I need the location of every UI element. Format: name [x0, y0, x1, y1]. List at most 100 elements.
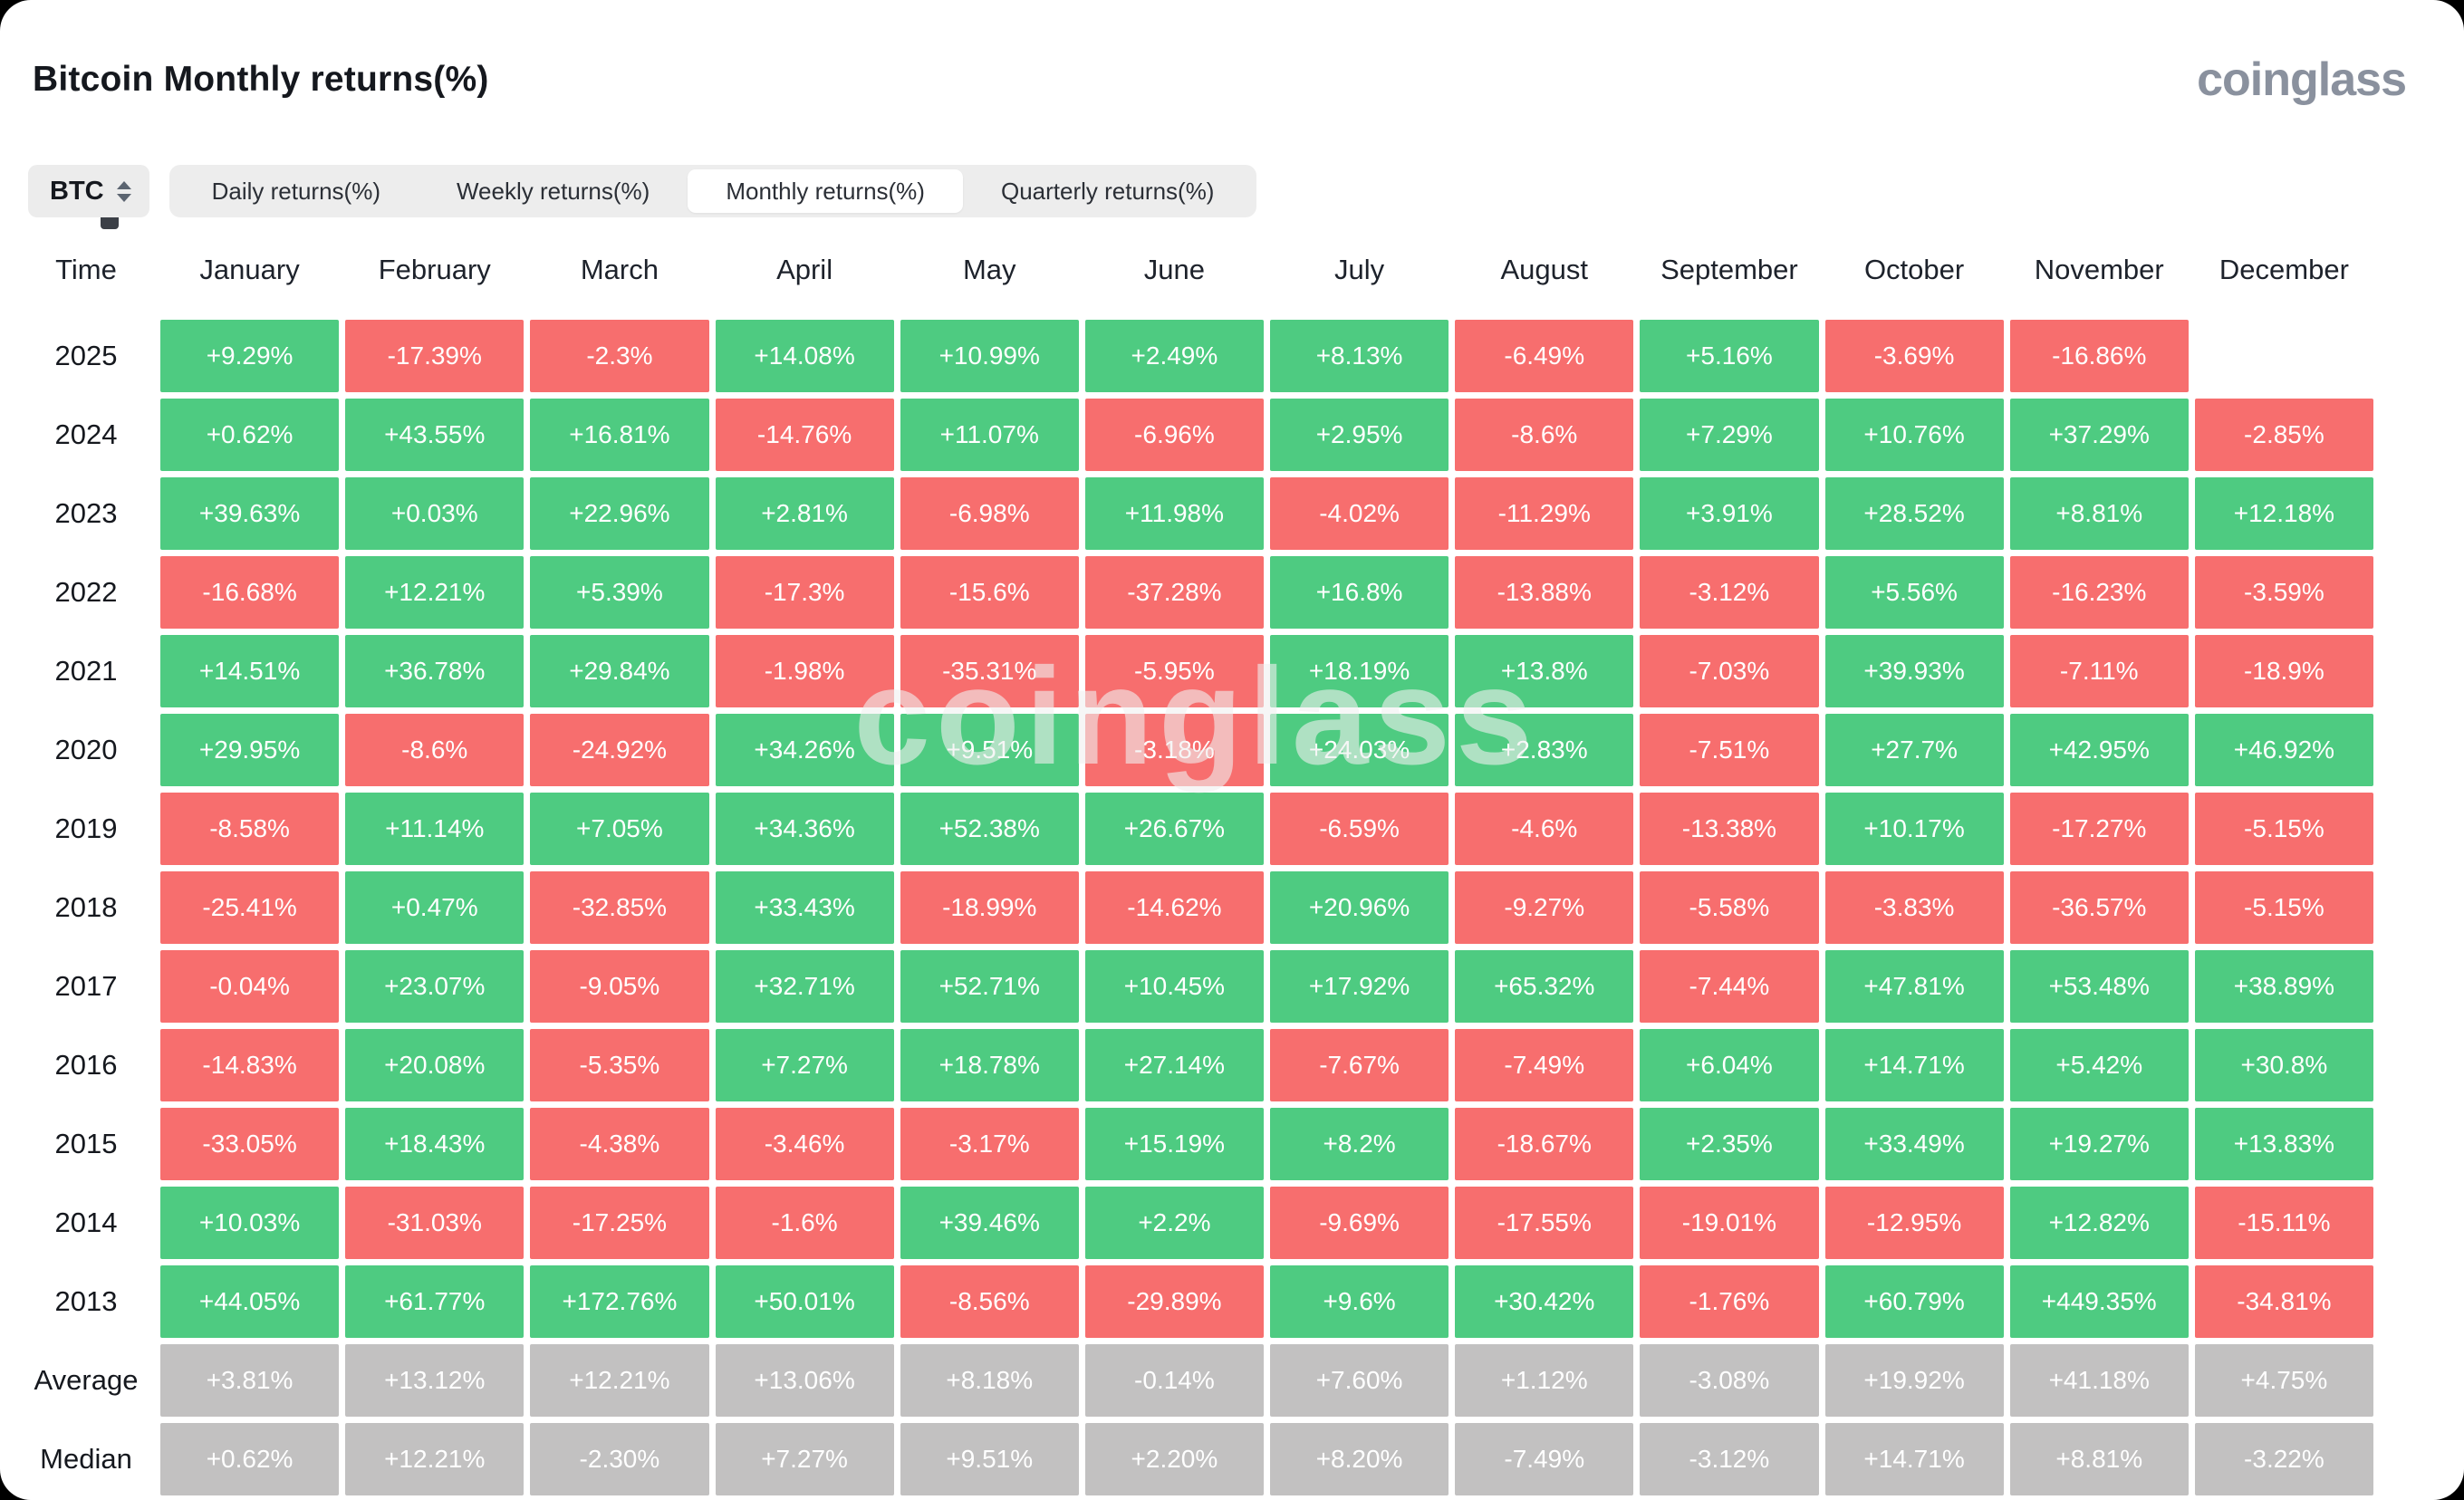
- heatmap-cell: +13.83%: [2194, 1108, 2373, 1180]
- heatmap-cell: +22.96%: [530, 477, 709, 550]
- heatmap-cell: +14.08%: [715, 320, 894, 392]
- heatmap-cell: -0.04%: [160, 950, 340, 1023]
- column-header-august: August: [1500, 254, 1588, 285]
- heatmap-cell: -13.88%: [1455, 556, 1634, 629]
- heatmap-cell: +7.29%: [1640, 399, 1819, 471]
- tab-daily[interactable]: Daily returns(%): [174, 169, 419, 213]
- heatmap-cell: +65.32%: [1455, 950, 1634, 1023]
- heatmap-cell: -29.89%: [1084, 1265, 1264, 1338]
- heatmap-cell: +42.95%: [2009, 714, 2189, 786]
- heatmap-cell: +30.8%: [2194, 1029, 2373, 1101]
- tab-monthly[interactable]: Monthly returns(%): [688, 169, 963, 213]
- heatmap-cell: +18.19%: [1270, 635, 1449, 707]
- heatmap-cell: +9.51%: [900, 1423, 1079, 1495]
- heatmap-cell: +2.83%: [1455, 714, 1634, 786]
- heatmap-cell: -35.31%: [900, 635, 1079, 707]
- row-label-2019: 2019: [54, 812, 118, 844]
- symbol-select-value: BTC: [50, 176, 104, 206]
- heatmap-cell: -7.49%: [1455, 1029, 1634, 1101]
- heatmap-cell: +15.19%: [1084, 1108, 1264, 1180]
- heatmap-cell: +27.7%: [1824, 714, 2004, 786]
- heatmap-cell: +10.17%: [1824, 793, 2004, 865]
- heatmap-cell: +5.42%: [2009, 1029, 2189, 1101]
- heatmap-cell: -9.69%: [1270, 1187, 1449, 1259]
- heatmap-cell: +2.95%: [1270, 399, 1449, 471]
- heatmap-cell: -15.6%: [900, 556, 1079, 629]
- heatmap-cell: -6.96%: [1084, 399, 1264, 471]
- heatmap-cell: -6.98%: [900, 477, 1079, 550]
- column-header-october: October: [1863, 254, 1965, 285]
- heatmap-cell: +9.51%: [900, 714, 1079, 786]
- heatmap-cell: +0.47%: [345, 871, 525, 944]
- heatmap-cell: -9.27%: [1455, 871, 1634, 944]
- heatmap-cell: +0.62%: [160, 399, 340, 471]
- heatmap-cell: +2.2%: [1084, 1187, 1264, 1259]
- heatmap-cell: -31.03%: [345, 1187, 525, 1259]
- heatmap-cell: +10.99%: [900, 320, 1079, 392]
- heatmap-cell: -3.22%: [2194, 1423, 2373, 1495]
- heatmap-cell: -17.55%: [1455, 1187, 1634, 1259]
- row-label-average: Average: [34, 1364, 139, 1396]
- heatmap-cell: +2.49%: [1084, 320, 1264, 392]
- heatmap-cell: -0.14%: [1084, 1344, 1264, 1417]
- heatmap-cell: +8.81%: [2009, 1423, 2189, 1495]
- heatmap-cell: -6.49%: [1455, 320, 1634, 392]
- heatmap-cell: +3.81%: [160, 1344, 340, 1417]
- heatmap-cell: +20.08%: [345, 1029, 525, 1101]
- heatmap-cell: +3.91%: [1640, 477, 1819, 550]
- row-label-2021: 2021: [54, 655, 118, 687]
- heatmap-cell: +26.67%: [1084, 793, 1264, 865]
- heatmap-cell: -8.58%: [160, 793, 340, 865]
- heatmap-cell: +5.16%: [1640, 320, 1819, 392]
- column-header-november: November: [2034, 254, 2164, 285]
- heatmap-cell: +36.78%: [345, 635, 525, 707]
- heatmap-cell: +33.49%: [1824, 1108, 2004, 1180]
- heatmap-cell: +52.71%: [900, 950, 1079, 1023]
- column-header-january: January: [199, 254, 300, 285]
- heatmap-cell: -15.11%: [2194, 1187, 2373, 1259]
- heatmap-cell: -14.83%: [160, 1029, 340, 1101]
- tab-quarterly[interactable]: Quarterly returns(%): [963, 169, 1253, 213]
- heatmap-cell: +47.81%: [1824, 950, 2004, 1023]
- heatmap-cell: -18.9%: [2194, 635, 2373, 707]
- heatmap-cell: -36.57%: [2009, 871, 2189, 944]
- heatmap-cell: -33.05%: [160, 1108, 340, 1180]
- heatmap-cell: +27.14%: [1084, 1029, 1264, 1101]
- heatmap-cell: +13.8%: [1455, 635, 1634, 707]
- heatmap-cell: -8.56%: [900, 1265, 1079, 1338]
- heatmap-cell: +37.29%: [2009, 399, 2189, 471]
- heatmap-cell: -2.3%: [530, 320, 709, 392]
- heatmap-cell: +16.81%: [530, 399, 709, 471]
- heatmap-cell: +7.05%: [530, 793, 709, 865]
- heatmap-cell: -14.76%: [715, 399, 894, 471]
- heatmap-cell: +19.92%: [1824, 1344, 2004, 1417]
- column-header-july: July: [1334, 254, 1385, 285]
- heatmap-cell: -3.12%: [1640, 556, 1819, 629]
- heatmap-cell: +34.26%: [715, 714, 894, 786]
- heatmap-cell: -4.6%: [1455, 793, 1634, 865]
- heatmap-cell: -1.98%: [715, 635, 894, 707]
- heatmap-cell: -16.86%: [2009, 320, 2189, 392]
- heatmap-cell: +449.35%: [2009, 1265, 2189, 1338]
- heatmap-cell: +12.21%: [345, 556, 525, 629]
- heatmap-wrap: Time January February March April May June July…: [18, 241, 2373, 1495]
- symbol-select[interactable]: BTC: [28, 165, 149, 229]
- heatmap-cell: +9.6%: [1270, 1265, 1449, 1338]
- heatmap-cell: -5.58%: [1640, 871, 1819, 944]
- heatmap-cell: +8.20%: [1270, 1423, 1449, 1495]
- heatmap-cell: -3.59%: [2194, 556, 2373, 629]
- heatmap-cell: +30.42%: [1455, 1265, 1634, 1338]
- heatmap-cell: +13.06%: [715, 1344, 894, 1417]
- heatmap-cell: +10.03%: [160, 1187, 340, 1259]
- heatmap-cell: +8.18%: [900, 1344, 1079, 1417]
- heatmap-cell: +32.71%: [715, 950, 894, 1023]
- row-label-2017: 2017: [54, 970, 118, 1002]
- page-header: Bitcoin Monthly returns(%) coinglass: [0, 0, 2464, 107]
- heatmap-cell: -37.28%: [1084, 556, 1264, 629]
- page-title: Bitcoin Monthly returns(%): [33, 60, 489, 99]
- heatmap-cell: -4.02%: [1270, 477, 1449, 550]
- tab-weekly[interactable]: Weekly returns(%): [419, 169, 688, 213]
- column-header-february: February: [378, 254, 491, 285]
- heatmap-cell: +8.13%: [1270, 320, 1449, 392]
- heatmap-cell: +12.21%: [345, 1423, 525, 1495]
